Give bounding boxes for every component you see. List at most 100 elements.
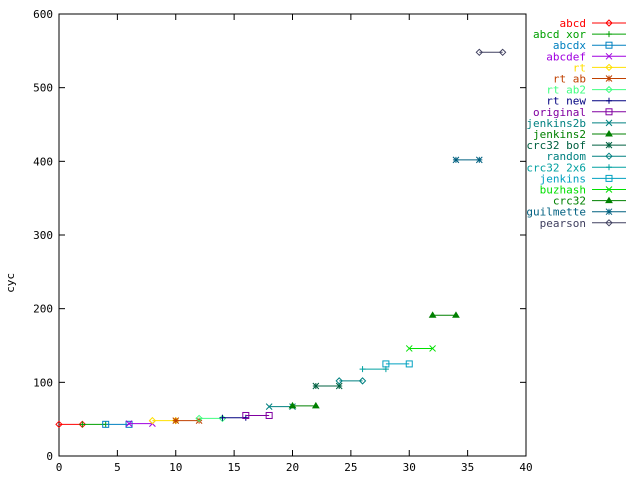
legend-item: random	[546, 150, 626, 163]
legend-item: crc32 bof	[526, 139, 626, 152]
triangle-marker	[311, 401, 320, 409]
diamond-marker	[605, 152, 613, 160]
x-marker	[405, 345, 413, 352]
diamond-marker	[195, 414, 203, 423]
legend-label: crc32 2x6	[526, 161, 586, 174]
star-marker	[605, 208, 613, 216]
legend-label: abcdef	[546, 50, 586, 63]
series-rt-ab	[172, 417, 203, 424]
legend-item: original	[533, 106, 626, 119]
legend-label: random	[546, 150, 586, 163]
x-tick-label: 15	[228, 461, 241, 474]
star-marker	[605, 141, 613, 149]
diamond-marker	[605, 19, 613, 27]
legend-label: abcd xor	[533, 28, 586, 41]
legend-item: rt ab	[553, 73, 626, 86]
legend-item: jenkins	[540, 172, 626, 185]
legend-item: buzhash	[540, 184, 626, 197]
legend-label: crc32	[553, 195, 586, 208]
legend-label: crc32 bof	[526, 139, 586, 152]
x-marker	[605, 119, 613, 127]
square-marker	[242, 411, 250, 419]
star-marker	[312, 382, 320, 390]
series-rt-new	[219, 414, 249, 421]
plus-marker	[606, 97, 612, 104]
series-random	[335, 377, 367, 385]
x-marker	[265, 403, 273, 410]
y-tick-label: 300	[33, 229, 53, 242]
triangle-marker	[428, 311, 437, 318]
x-tick-label: 10	[169, 461, 182, 474]
y-axis-label: cyc	[4, 273, 17, 293]
diamond-marker	[498, 48, 507, 57]
x-tick-label: 30	[403, 461, 416, 474]
diamond-marker	[358, 377, 367, 385]
y-tick-label: 100	[33, 376, 53, 389]
plus-marker	[219, 414, 226, 421]
diamond-marker	[335, 377, 343, 385]
legend-item: pearson	[540, 217, 626, 230]
legend-label: rt new	[546, 95, 586, 108]
x-tick-label: 5	[114, 461, 121, 474]
plus-marker	[359, 366, 366, 373]
square-marker	[605, 174, 613, 182]
x-marker	[605, 186, 613, 193]
square-marker	[382, 360, 390, 368]
plus-marker	[606, 164, 612, 171]
x-marker	[125, 420, 133, 427]
triangle-marker	[605, 130, 613, 137]
star-marker	[605, 75, 613, 82]
legend-label: rt ab2	[546, 84, 586, 97]
star-marker	[475, 156, 483, 164]
x-marker	[605, 52, 613, 60]
legend-item: abcdef	[546, 50, 626, 63]
legend-label: abcdx	[553, 39, 586, 52]
diamond-marker	[55, 420, 63, 429]
square-marker	[405, 360, 413, 368]
legend-label: pearson	[540, 217, 586, 230]
legend-label: jenkins	[540, 172, 586, 185]
star-marker	[195, 417, 203, 424]
triangle-marker	[605, 196, 613, 204]
y-axis: 0 100 200 300 400 500 600	[33, 8, 526, 463]
plus-marker	[79, 421, 86, 428]
series-jenkins	[382, 360, 413, 368]
diamond-marker	[605, 219, 613, 227]
star-marker	[452, 156, 460, 164]
legend-label: buzhash	[540, 184, 586, 197]
x-tick-label: 35	[461, 461, 474, 474]
legend-item: rt	[573, 61, 626, 74]
triangle-marker	[288, 401, 297, 409]
x-tick-label: 20	[286, 461, 299, 474]
legend-item: abcd	[560, 17, 626, 30]
series-original	[242, 411, 273, 419]
x-marker	[429, 345, 436, 352]
legend-label: original	[533, 106, 586, 119]
diamond-marker	[475, 48, 484, 57]
plus-marker	[606, 31, 612, 38]
diamond-marker	[605, 63, 613, 72]
legend-label: jenkins2	[533, 128, 586, 141]
x-axis: 0 5 10 15 20 25 30 35 40	[56, 14, 533, 474]
diamond-marker	[605, 85, 613, 94]
legend-item: jenkins2	[533, 128, 626, 141]
legend-item: rt new	[546, 95, 626, 108]
series-crc32-2x6	[359, 366, 389, 373]
legend-item: abcd xor	[533, 28, 626, 41]
y-tick-label: 400	[33, 155, 53, 168]
legend-label: rt ab	[553, 73, 586, 86]
y-tick-label: 200	[33, 303, 53, 316]
square-marker	[605, 108, 613, 116]
series-abcdx	[102, 420, 133, 428]
x-tick-label: 25	[344, 461, 357, 474]
legend-item: crc32	[553, 195, 626, 208]
star-marker	[335, 382, 343, 390]
series-buzhash	[405, 345, 436, 352]
diamond-marker	[148, 416, 157, 425]
legend-label: guilmette	[526, 206, 586, 219]
legend-label: jenkins2b	[526, 117, 586, 130]
legend-label: abcd	[560, 17, 587, 30]
